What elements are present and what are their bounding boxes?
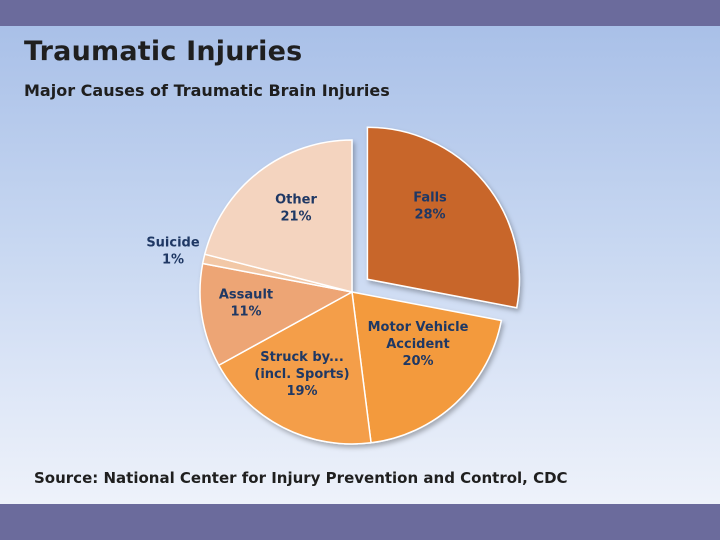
pie-slice-assault bbox=[199, 262, 355, 367]
pie-slice-other bbox=[203, 139, 353, 293]
pie-slice-struck-by bbox=[217, 290, 372, 445]
slice-label-assault: Assault 11% bbox=[219, 288, 273, 320]
slide-title: Traumatic Injuries bbox=[24, 36, 303, 67]
slice-label-motor-vehicle: Motor Vehicle Accident 20% bbox=[368, 320, 469, 369]
slice-label-struck-by: Struck by... (incl. Sports) 19% bbox=[254, 350, 349, 399]
pie-slice-falls bbox=[366, 126, 521, 309]
slice-label-suicide: Suicide 1% bbox=[146, 236, 200, 268]
chart-subtitle: Major Causes of Traumatic Brain Injuries bbox=[24, 81, 390, 100]
source-note: Source: National Center for Injury Preve… bbox=[34, 469, 568, 487]
slice-label-falls: Falls 28% bbox=[413, 191, 447, 223]
pie-slice-motor-vehicle bbox=[351, 291, 503, 444]
slice-label-other: Other 21% bbox=[275, 193, 317, 225]
